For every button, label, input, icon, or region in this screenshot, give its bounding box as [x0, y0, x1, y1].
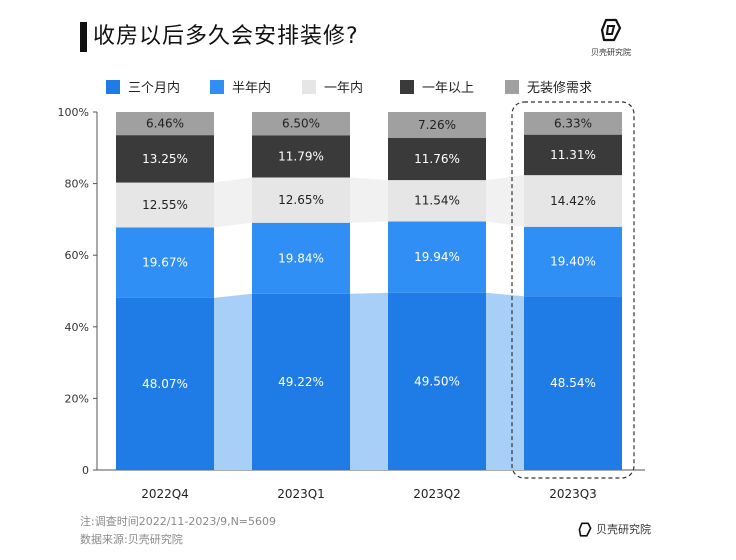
data-label-2023Q2-1: 49.50% — [414, 374, 460, 388]
x-tick-label-2023Q2: 2023Q2 — [413, 487, 461, 501]
highlight-frame — [511, 101, 635, 479]
legend-swatch-4 — [400, 80, 414, 94]
bar-segment-2022Q4-5 — [116, 112, 214, 136]
connector-band-2-1 — [350, 177, 388, 223]
bar-segment-2023Q1-3 — [252, 177, 350, 223]
bar-segment-2023Q1-2 — [252, 222, 350, 294]
data-label-2023Q2-3: 11.54% — [414, 194, 460, 208]
data-label-2023Q1-3: 12.65% — [278, 193, 324, 207]
data-label-2023Q3-3: 14.42% — [550, 194, 596, 208]
footer-brand-name: 贝壳研究院 — [596, 523, 651, 536]
bar-segment-2023Q2-4 — [388, 137, 486, 181]
data-label-2022Q4-4: 13.25% — [142, 152, 188, 166]
data-label-2023Q3-4: 11.31% — [550, 148, 596, 162]
data-label-2023Q1-5: 6.50% — [282, 117, 320, 131]
bar-segment-2022Q4-2 — [116, 227, 214, 298]
bar-segment-2023Q1-4 — [252, 135, 350, 178]
footer-brand: 贝壳研究院 — [578, 521, 651, 537]
data-label-2022Q4-1: 48.07% — [142, 377, 188, 391]
footnote-survey: 注:调查时间2022/11-2023/9,N=5609 — [80, 515, 277, 528]
bar-segment-2023Q3-2 — [524, 226, 622, 297]
legend-label-4: 一年以上 — [422, 81, 474, 96]
bar-segment-2023Q3-4 — [524, 134, 622, 176]
brand-logo-icon — [600, 18, 622, 42]
data-label-2023Q1-1: 49.22% — [278, 375, 324, 389]
legend-swatch-3 — [302, 80, 316, 94]
legend-label-2: 半年内 — [232, 80, 271, 96]
bar-segment-2023Q1-1 — [252, 293, 350, 470]
data-label-2023Q2-4: 11.76% — [414, 152, 460, 166]
connector-band-0-2 — [486, 292, 524, 470]
bar-segment-2023Q2-2 — [388, 221, 486, 293]
connector-band-2-0 — [214, 177, 252, 228]
legend-swatch-5 — [505, 80, 519, 94]
bar-segment-2023Q2-3 — [388, 180, 486, 222]
x-tick-label-2022Q4: 2022Q4 — [141, 487, 189, 501]
data-label-2023Q1-4: 11.79% — [278, 149, 324, 163]
bar-segment-2022Q4-4 — [116, 135, 214, 183]
y-tick-label-3: 60% — [65, 249, 89, 262]
data-label-2023Q1-2: 19.84% — [278, 251, 324, 265]
bar-segment-2023Q1-5 — [252, 112, 350, 136]
stacked-bar-chart: 三个月内 半年内 一年内 一年以上 无装修需求 0 20% 40% 60% 80% 100% 48.0… — [58, 80, 645, 501]
data-label-2023Q2-2: 19.94% — [414, 250, 460, 264]
y-tick-label-4: 80% — [65, 178, 89, 191]
bar-segment-2022Q4-3 — [116, 182, 214, 228]
y-tick-label-2: 40% — [65, 321, 89, 334]
data-label-2022Q4-2: 19.67% — [142, 256, 188, 270]
y-tick-label-0: 0 — [82, 464, 89, 477]
bar-segment-2023Q2-1 — [388, 292, 486, 470]
x-tick-label-2023Q3: 2023Q3 — [549, 487, 597, 501]
bar-segment-2023Q3-1 — [524, 296, 622, 470]
legend-label-1: 三个月内 — [128, 80, 180, 96]
bar-segment-2022Q4-1 — [116, 297, 214, 470]
title-accent-bar — [80, 22, 87, 52]
chart-title: 收房以后多久会安排装修? — [93, 24, 359, 49]
connector-band-0-0 — [214, 293, 252, 470]
bar-segment-2023Q2-5 — [388, 112, 486, 138]
connector-band-2-2 — [486, 175, 524, 227]
bar-segment-2023Q3-3 — [524, 175, 622, 227]
x-tick-label-2023Q1: 2023Q1 — [277, 487, 325, 501]
data-label-2022Q4-3: 12.55% — [142, 198, 188, 212]
y-tick-label-1: 20% — [65, 392, 89, 405]
legend-label-5: 无装修需求 — [527, 81, 592, 96]
footer-brand-icon — [578, 521, 592, 537]
y-tick-label-5: 100% — [58, 106, 89, 119]
footnote-source: 数据来源:贝壳研究院 — [80, 533, 183, 546]
data-label-2023Q3-5: 6.33% — [554, 116, 592, 130]
data-label-2023Q3-1: 48.54% — [550, 376, 596, 390]
legend-swatch-2 — [210, 80, 224, 94]
data-label-2022Q4-5: 6.46% — [146, 117, 184, 131]
legend-swatch-1 — [106, 80, 120, 94]
data-label-2023Q3-2: 19.40% — [550, 255, 596, 269]
brand-name: 贝壳研究院 — [591, 48, 631, 57]
connector-band-0-1 — [350, 292, 388, 470]
legend-label-3: 一年内 — [324, 80, 363, 96]
bar-segment-2023Q3-5 — [524, 112, 622, 135]
data-label-2023Q2-5: 7.26% — [418, 118, 456, 132]
brand-logo: 贝壳研究院 — [586, 18, 636, 58]
